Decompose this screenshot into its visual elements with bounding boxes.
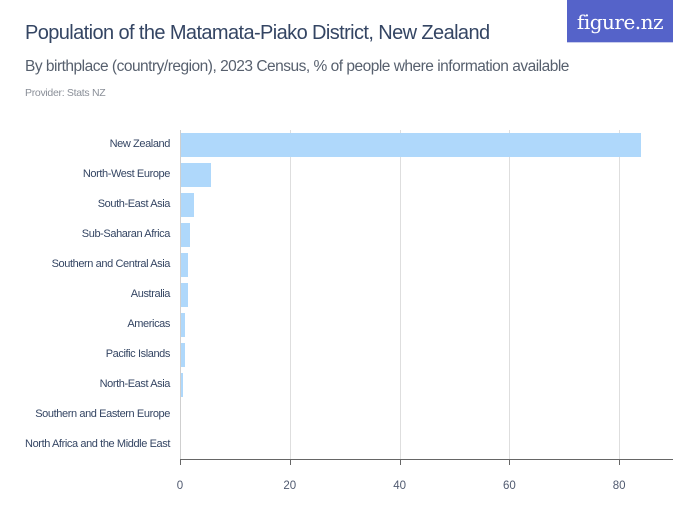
category-label: South-East Asia bbox=[97, 198, 171, 210]
category-label: Pacific Islands bbox=[105, 348, 171, 360]
x-tick bbox=[509, 459, 511, 465]
gridline bbox=[509, 130, 511, 460]
category-label: New Zealand bbox=[109, 138, 171, 150]
category-label: North-East Asia bbox=[99, 378, 171, 390]
bar-north-west-europe[interactable] bbox=[180, 163, 211, 187]
x-tick bbox=[399, 459, 401, 465]
x-tick bbox=[180, 459, 181, 465]
x-tick-label: 80 bbox=[612, 480, 626, 492]
chart-title: Population of the Matamata-Piako Distric… bbox=[25, 22, 490, 44]
x-tick bbox=[619, 459, 621, 465]
category-label: Southern and Eastern Europe bbox=[35, 408, 170, 420]
category-label: Americas bbox=[127, 318, 170, 330]
category-label: Australia bbox=[130, 288, 171, 300]
figure-nz-logo[interactable]: figure.nz bbox=[567, 0, 673, 43]
plot-area bbox=[180, 130, 673, 460]
x-tick-label: 60 bbox=[502, 480, 516, 492]
gridline bbox=[289, 130, 291, 460]
bar-southern-and-central-asia[interactable] bbox=[180, 253, 189, 277]
bar-pacific-islands[interactable] bbox=[180, 343, 185, 367]
bar-australia[interactable] bbox=[180, 283, 188, 307]
bar-new-zealand[interactable] bbox=[180, 133, 642, 157]
x-tick-label: 40 bbox=[393, 480, 406, 492]
x-axis-line bbox=[180, 459, 673, 460]
category-label: North-West Europe bbox=[82, 168, 171, 180]
category-label: North Africa and the Middle East bbox=[25, 438, 170, 450]
x-tick bbox=[289, 459, 291, 465]
bar-north-east-asia[interactable] bbox=[180, 373, 183, 397]
provider-label: Provider: Stats NZ bbox=[25, 87, 106, 99]
x-tick-label: 20 bbox=[283, 480, 297, 492]
x-tick-label: 0 bbox=[176, 480, 184, 492]
category-label: Southern and Central Asia bbox=[51, 258, 171, 270]
bar-south-east-asia[interactable] bbox=[180, 193, 194, 217]
gridline bbox=[399, 130, 401, 460]
chart-subtitle: By birthplace (country/region), 2023 Cen… bbox=[25, 58, 569, 75]
bar-sub-saharan-africa[interactable] bbox=[180, 223, 191, 247]
gridline bbox=[619, 130, 621, 460]
y-axis-line bbox=[180, 130, 181, 460]
bar-americas[interactable] bbox=[180, 313, 185, 337]
category-label: Sub-Saharan Africa bbox=[81, 228, 171, 240]
logo-underline bbox=[567, 42, 673, 43]
